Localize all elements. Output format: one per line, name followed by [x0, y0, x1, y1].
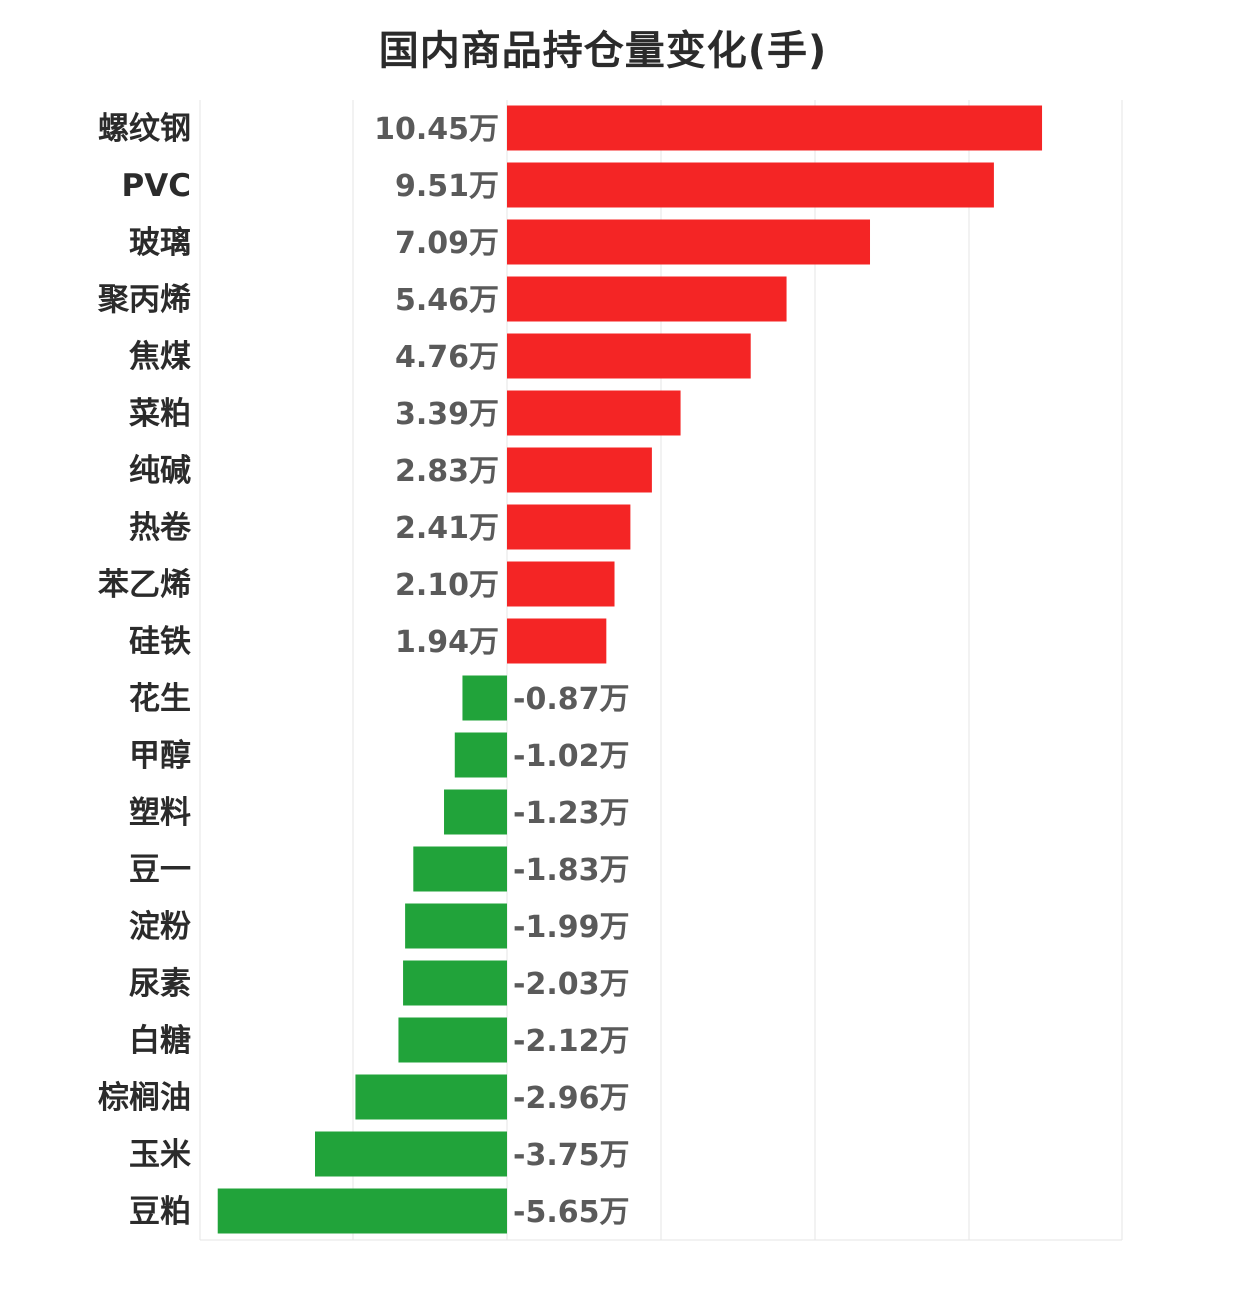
value-label: 10.45万 — [374, 112, 499, 147]
bar-positive — [507, 447, 652, 493]
chart-title: 国内商品持仓量变化(手) — [378, 28, 828, 74]
value-label: 7.09万 — [395, 226, 499, 261]
category-label: 甲醇 — [129, 738, 191, 774]
category-label: 豆粕 — [129, 1194, 191, 1230]
category-label: 聚丙烯 — [97, 282, 191, 318]
value-label: 2.83万 — [395, 454, 499, 489]
value-label: -1.83万 — [513, 853, 629, 888]
bar-positive — [507, 618, 607, 664]
value-label: -1.23万 — [513, 796, 629, 831]
bar-negative — [315, 1131, 507, 1177]
bar-negative — [217, 1188, 507, 1234]
bar-negative — [398, 1017, 507, 1063]
value-label: 5.46万 — [395, 283, 499, 318]
bar-positive — [507, 390, 681, 436]
category-label: 白糖 — [129, 1023, 191, 1059]
bar-negative — [454, 732, 507, 778]
category-label: 塑料 — [129, 795, 191, 831]
bar-positive — [507, 333, 751, 379]
value-label: -0.87万 — [513, 682, 629, 717]
bar-negative — [444, 789, 507, 835]
category-label: PVC — [122, 168, 191, 204]
bar-positive — [507, 219, 871, 265]
bar-positive — [507, 162, 994, 208]
category-label: 螺纹钢 — [98, 111, 191, 147]
value-label: -5.65万 — [513, 1195, 629, 1230]
category-label: 热卷 — [129, 510, 192, 546]
category-label: 玉米 — [129, 1137, 191, 1173]
value-label: -1.99万 — [513, 910, 629, 945]
bar-negative — [403, 960, 507, 1006]
category-label: 硅铁 — [129, 624, 191, 660]
category-label: 菜粕 — [129, 396, 191, 432]
category-label: 玻璃 — [129, 225, 191, 261]
value-label: -2.96万 — [513, 1081, 629, 1116]
category-label: 棕榈油 — [98, 1080, 191, 1116]
bar-negative — [462, 675, 507, 721]
category-label: 苯乙烯 — [98, 567, 191, 603]
bar-negative — [355, 1074, 507, 1120]
value-label: -2.03万 — [513, 967, 629, 1002]
bars — [217, 105, 1043, 1234]
value-label: 2.41万 — [395, 511, 499, 546]
value-label: 2.10万 — [395, 568, 499, 603]
category-label: 焦煤 — [129, 339, 191, 375]
bar-negative — [405, 903, 507, 949]
grid-lines — [199, 100, 1123, 1241]
bar-negative — [413, 846, 507, 892]
value-label: -2.12万 — [513, 1024, 629, 1059]
value-label: 1.94万 — [395, 625, 499, 660]
value-label: -3.75万 — [513, 1138, 629, 1173]
bar-positive — [507, 276, 787, 322]
value-label: 9.51万 — [395, 169, 499, 204]
bar-positive — [507, 105, 1043, 151]
category-label: 尿素 — [129, 966, 191, 1002]
category-label: 淀粉 — [129, 909, 191, 945]
bar-positive — [507, 561, 615, 607]
value-label: -1.02万 — [513, 739, 629, 774]
bar-positive — [507, 504, 631, 550]
category-label: 纯碱 — [129, 453, 191, 489]
category-label: 花生 — [129, 681, 191, 717]
value-label: 3.39万 — [395, 397, 499, 432]
category-label: 豆一 — [129, 852, 191, 888]
value-label: 4.76万 — [395, 340, 499, 375]
